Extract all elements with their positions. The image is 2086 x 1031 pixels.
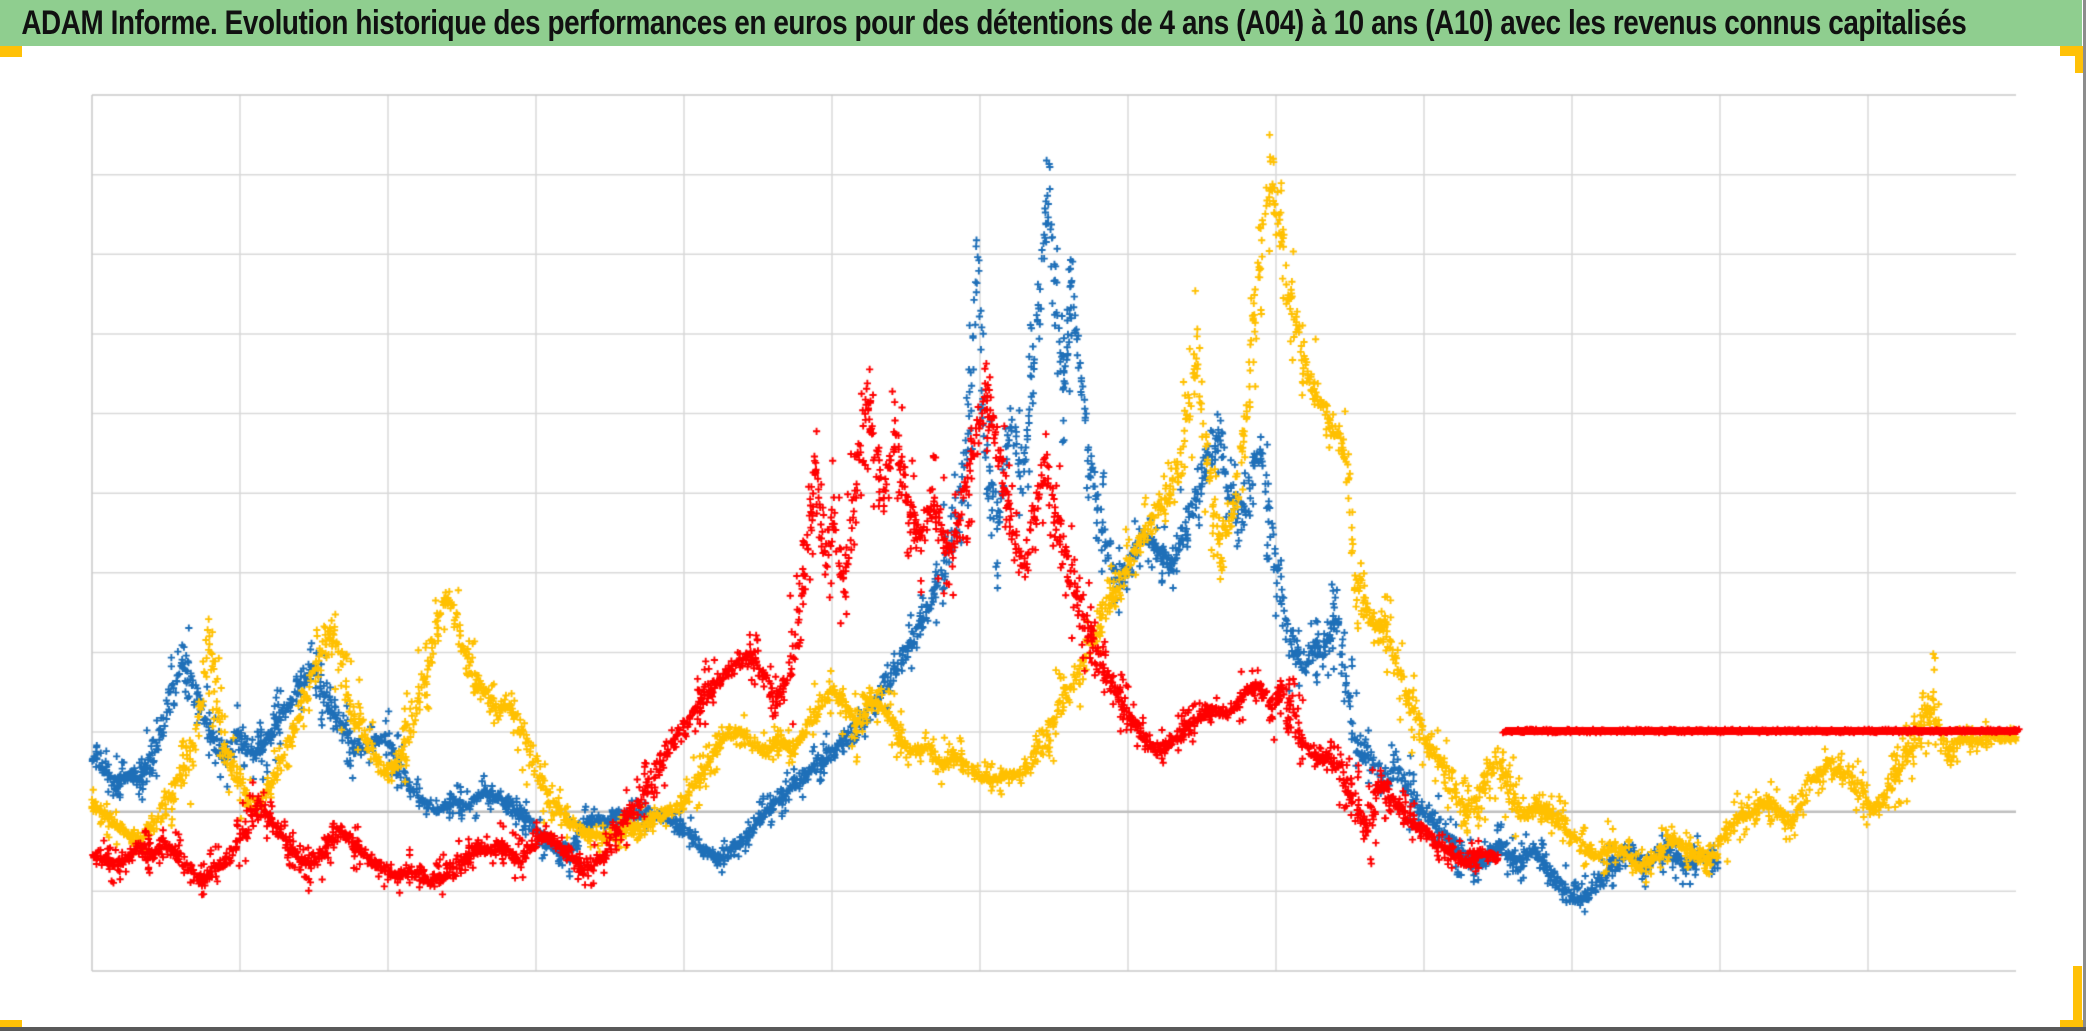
corner-accent-top-right-h [2060, 46, 2084, 56]
title-bar: ADAM Informe. Evolution historique des p… [0, 0, 2082, 46]
corner-accent-bottom-left [0, 1020, 22, 1028]
corner-accent-bottom-right-v [2073, 966, 2082, 1023]
corner-accent-top-right-v [2075, 46, 2084, 73]
page-title: ADAM Informe. Evolution historique des p… [21, 3, 1967, 42]
corner-accent-bottom-right-h [2060, 1020, 2086, 1028]
corner-accent-top-left [0, 46, 22, 57]
right-edge-line [2083, 0, 2086, 1031]
bottom-edge-line [0, 1027, 2086, 1031]
